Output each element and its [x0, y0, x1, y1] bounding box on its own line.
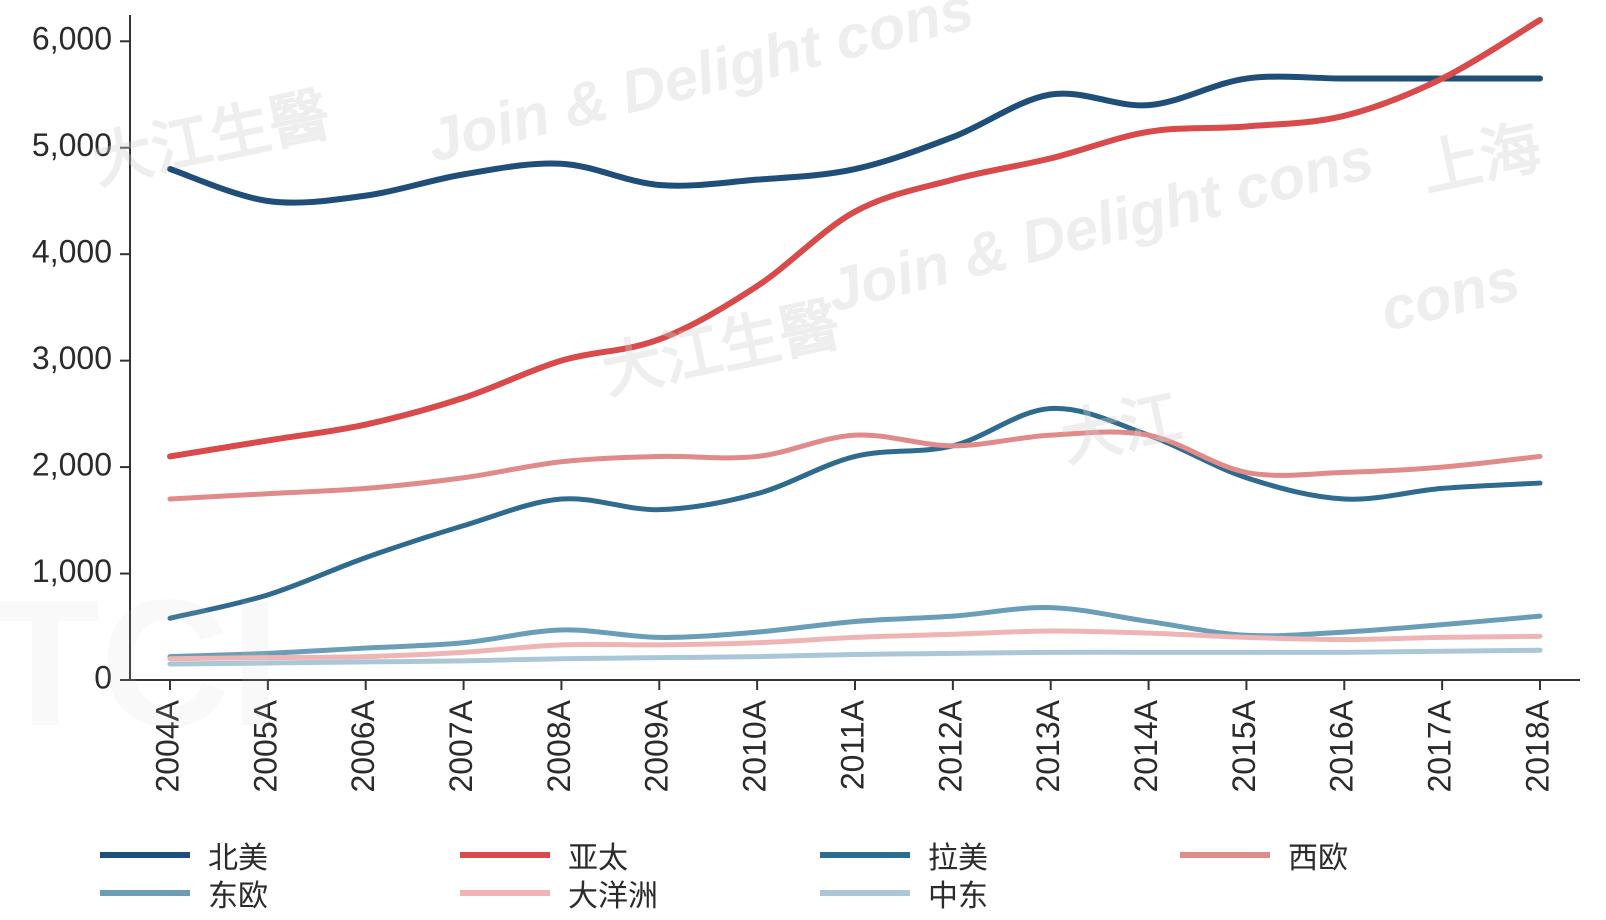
legend-swatch [460, 852, 550, 858]
legend-swatch [820, 852, 910, 858]
x-tick-label: 2009A [639, 699, 675, 792]
chart-container: 大江生醫Join & Delight cons大江生醫Join & Deligh… [0, 0, 1606, 920]
x-axis-ticks: 2004A 2005A 2006A 2007A 2008A 2009A 2010A 2011A… [149, 680, 1555, 793]
x-tick-label: 2008A [541, 699, 577, 792]
series-north_america [170, 77, 1540, 203]
legend-swatch [100, 890, 190, 896]
legend-item-asia_pacific: 亚太 [460, 836, 820, 874]
y-tick-label: 0 [94, 659, 112, 695]
y-axis-ticks: 0 1,000 2,000 3,000 4,000 5,000 6,000 [32, 21, 130, 696]
series-latin_america [170, 408, 1540, 618]
legend-swatch [820, 890, 910, 896]
series-western_europe [170, 432, 1540, 499]
y-tick-label: 6,000 [32, 21, 112, 57]
x-tick-label: 2012A [932, 699, 968, 792]
x-tick-label: 2016A [1324, 699, 1360, 792]
x-tick-label: 2006A [345, 699, 381, 792]
legend-label: 东欧 [208, 871, 268, 915]
legend-label: 西欧 [1288, 833, 1348, 877]
line-chart: 01,0002,0003,0004,0005,0006,000 2004A200… [0, 0, 1606, 820]
x-tick-label: 2011A [834, 699, 870, 790]
series-eastern_europe [170, 608, 1540, 657]
series-lines [170, 20, 1540, 664]
legend-label: 大洋洲 [568, 871, 658, 915]
legend-item-north_america: 北美 [100, 836, 460, 874]
y-tick-label: 5,000 [32, 127, 112, 163]
x-tick-label: 2005A [247, 699, 283, 792]
legend-item-oceania: 大洋洲 [460, 874, 820, 912]
x-tick-label: 2015A [1226, 699, 1262, 792]
y-tick-label: 1,000 [32, 553, 112, 589]
x-tick-label: 2014A [1128, 699, 1164, 792]
y-tick-label: 3,000 [32, 340, 112, 376]
series-asia_pacific [170, 20, 1540, 456]
x-tick-label: 2010A [737, 699, 773, 792]
legend: 北美亚太拉美 西欧东欧 大洋洲 中东 [100, 836, 1576, 912]
x-tick-label: 2007A [443, 699, 479, 792]
y-tick-label: 2,000 [32, 447, 112, 483]
x-tick-label: 2013A [1030, 699, 1066, 792]
axes [130, 15, 1580, 680]
legend-item-latin_america: 拉美 [820, 836, 1180, 874]
legend-swatch [100, 852, 190, 858]
legend-item-eastern_europe: 东欧 [100, 874, 460, 912]
legend-swatch [460, 890, 550, 896]
legend-item-western_europe: 西欧 [1180, 836, 1540, 874]
legend-swatch [1180, 852, 1270, 858]
x-tick-label: 2017A [1422, 699, 1458, 792]
x-tick-label: 2004A [149, 699, 185, 792]
x-tick-label: 2018A [1519, 699, 1555, 792]
legend-label: 中东 [928, 871, 988, 915]
y-tick-label: 4,000 [32, 234, 112, 270]
legend-item-middle_east: 中东 [820, 874, 1180, 912]
